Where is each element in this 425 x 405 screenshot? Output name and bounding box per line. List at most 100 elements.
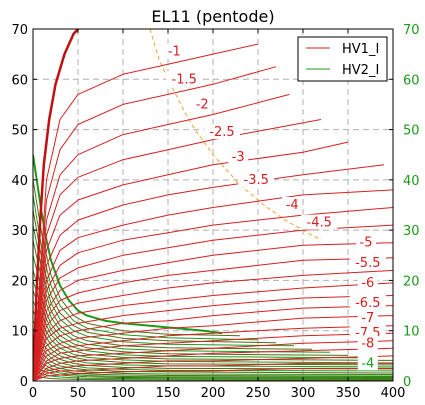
curve-label-background	[357, 310, 378, 326]
hv1-series-line-g-6_5	[33, 269, 393, 381]
hv1-series-line-g-1	[33, 43, 259, 381]
y2-tick-label: 50	[403, 124, 420, 139]
y-tick-label: 50	[11, 124, 28, 139]
hv1-series-line-g-8	[33, 305, 393, 381]
hv2-series-line-g-7_5	[33, 335, 393, 372]
curve-label-background	[301, 214, 338, 230]
curve-label: -1.5	[172, 72, 197, 87]
hv2-series-line-g-9_5	[33, 360, 393, 378]
x-tick-label: 100	[111, 386, 136, 401]
hv1-series-line-g-11	[33, 355, 393, 381]
legend-box	[297, 36, 388, 82]
y2-tick-label: 60	[403, 73, 420, 88]
curve-label-background	[166, 71, 203, 87]
y2-tick-label: 10	[403, 325, 420, 340]
curve-label: -1	[168, 45, 181, 60]
legend-label: HV2_I	[342, 63, 379, 78]
x-tick-label: 300	[291, 386, 316, 401]
y2-tick-label: 30	[403, 224, 420, 239]
hv1-series-line-g-9_5	[33, 332, 393, 381]
curve-label: -4	[361, 356, 374, 371]
y-axis-left: 0 10 20 30 40 50 60 70	[11, 23, 37, 390]
hv1-series-line-g-5_5	[33, 242, 393, 381]
hv1-series-line-g-9	[33, 325, 393, 381]
curve-label: -8	[361, 336, 374, 351]
chart-title: EL11 (pentode)	[151, 7, 274, 26]
curve-label-background	[356, 234, 376, 250]
hv1-series-line-g-8_5	[33, 315, 393, 381]
hv2-series-line-g-6_5	[33, 320, 393, 368]
x-tick-label: 350	[336, 386, 361, 401]
y-tick-label: 60	[11, 73, 28, 88]
y-tick-label: 0	[20, 375, 28, 390]
x-tick-label: 250	[246, 386, 271, 401]
hv2-series-line-g-4_5	[33, 280, 367, 359]
y-tick-label: 40	[11, 174, 28, 189]
hv2-series-line-g-6	[33, 310, 393, 366]
hv2-series-line-g-5_5	[33, 300, 393, 364]
curve-label-background	[228, 149, 249, 165]
y2-tick-label: 20	[403, 274, 420, 289]
curve-labels: -1-1.5-2-2.5-3-3.5-4-4.5-5-5.5-6-6.5-7-7…	[164, 43, 386, 371]
curve-label: -5.5	[355, 256, 380, 271]
y-tick-label: 70	[11, 23, 28, 38]
y-tick-label: 30	[11, 224, 28, 239]
y2-tick-label: 70	[403, 23, 420, 38]
curve-label: -2.5	[209, 125, 234, 140]
curve-label-background	[204, 124, 240, 140]
hv1-series-line-g-6	[33, 257, 393, 381]
hv1-series-line-g-11_5	[33, 362, 393, 381]
curve-label: -3	[232, 150, 245, 165]
legend: HV1_I HV2_I	[297, 36, 388, 82]
hv2-series-line-g-2	[33, 209, 277, 344]
curve-label-background	[357, 355, 378, 371]
hv1-series-line-g-10_5	[33, 347, 393, 381]
hv2-series-line-g-7	[33, 327, 393, 370]
pmax-curve-line	[149, 29, 322, 241]
x-tick-label: 0	[29, 386, 37, 401]
hv1-series-line-g-4	[33, 189, 393, 381]
x-tick-label: 150	[156, 386, 181, 401]
x-axis: 0 50 100 150 200 250 300 350 400	[29, 29, 406, 401]
hv1-series-line-g0	[33, 29, 79, 381]
x-tick-label: 400	[381, 386, 406, 401]
y-axis-right: 0 10 20 30 40 50 60 70	[389, 23, 420, 390]
y-tick-label: 20	[11, 274, 28, 289]
curve-label-background	[164, 43, 185, 59]
curve-label: -4.5	[307, 216, 332, 231]
hv1-series-line-g-1_5	[33, 66, 277, 381]
curve-label: -4	[286, 198, 299, 213]
hv1-series-line-g-2	[33, 93, 290, 381]
x-tick-label: 50	[70, 386, 87, 401]
hv1-series-line-g-2_5	[33, 119, 322, 381]
hv2-series-line-g-5	[33, 290, 393, 361]
curve-label: -3.5	[244, 173, 269, 188]
hv2-series-line-g-12	[33, 375, 393, 381]
curve-label-background	[357, 335, 378, 351]
hv1-series-line-g-4_5	[33, 207, 393, 381]
y2-tick-label: 0	[403, 375, 411, 390]
curve-label-background	[282, 197, 303, 212]
curve-label: -5	[360, 236, 373, 251]
x-tick-label: 200	[201, 386, 226, 401]
curve-label-background	[349, 295, 386, 311]
y2-tick-label: 40	[403, 174, 420, 189]
curve-label-background	[357, 274, 378, 290]
curve-label: -2	[196, 97, 209, 112]
y-tick-label: 10	[11, 325, 28, 340]
curve-label: -6	[361, 276, 374, 291]
curve-label: -6.5	[355, 296, 380, 311]
hv1-series-line-g-5	[33, 224, 393, 381]
legend-label: HV1_I	[342, 42, 379, 57]
hv1-series-line-g-10	[33, 340, 393, 381]
curve-label-background	[238, 171, 275, 187]
curve-label-background	[349, 254, 386, 270]
curve-label-background	[192, 96, 213, 112]
hv1-series-line-g-12	[33, 367, 393, 381]
hv1-series-line-g-3	[33, 141, 349, 381]
plot-area: -1-1.5-2-2.5-3-3.5-4-4.5-5-5.5-6-6.5-7-7…	[33, 29, 393, 381]
curve-label: -7	[361, 311, 374, 326]
hv1-series-line-g-7_5	[33, 295, 393, 381]
